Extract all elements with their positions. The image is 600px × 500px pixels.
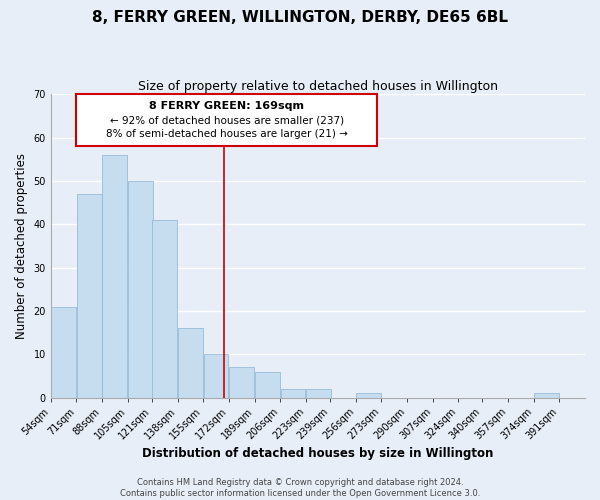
- Bar: [255, 372, 280, 398]
- Text: 8 FERRY GREEN: 169sqm: 8 FERRY GREEN: 169sqm: [149, 101, 304, 111]
- Bar: [356, 393, 381, 398]
- Bar: [178, 328, 203, 398]
- Text: Contains HM Land Registry data © Crown copyright and database right 2024.
Contai: Contains HM Land Registry data © Crown c…: [120, 478, 480, 498]
- Bar: [128, 181, 153, 398]
- Bar: [203, 354, 229, 398]
- Text: 8% of semi-detached houses are larger (21) →: 8% of semi-detached houses are larger (2…: [106, 130, 347, 140]
- Bar: [152, 220, 177, 398]
- Bar: [281, 389, 305, 398]
- Title: Size of property relative to detached houses in Willington: Size of property relative to detached ho…: [138, 80, 498, 93]
- Bar: [103, 155, 127, 398]
- Bar: [306, 389, 331, 398]
- Text: 8, FERRY GREEN, WILLINGTON, DERBY, DE65 6BL: 8, FERRY GREEN, WILLINGTON, DERBY, DE65 …: [92, 10, 508, 25]
- Y-axis label: Number of detached properties: Number of detached properties: [15, 153, 28, 339]
- Text: ← 92% of detached houses are smaller (237): ← 92% of detached houses are smaller (23…: [110, 115, 344, 125]
- X-axis label: Distribution of detached houses by size in Willington: Distribution of detached houses by size …: [142, 447, 494, 460]
- Bar: [77, 194, 102, 398]
- FancyBboxPatch shape: [76, 94, 377, 146]
- Bar: [229, 367, 254, 398]
- Bar: [534, 393, 559, 398]
- Bar: [51, 306, 76, 398]
